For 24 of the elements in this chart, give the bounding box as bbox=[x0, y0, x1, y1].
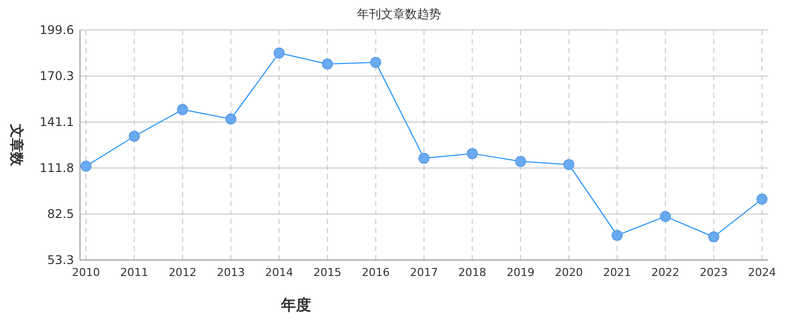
x-tick-label: 2022 bbox=[651, 266, 680, 279]
x-tick-label: 2021 bbox=[603, 266, 632, 279]
y-tick-label: 199.6 bbox=[40, 23, 74, 37]
y-tick-label: 111.8 bbox=[40, 161, 74, 176]
x-tick-label: 2013 bbox=[216, 266, 245, 279]
x-tick-label: 2011 bbox=[120, 266, 148, 279]
x-tick-label: 2020 bbox=[554, 266, 583, 279]
x-tick-label: 2010 bbox=[72, 266, 100, 279]
y-axis-title: 文章数 bbox=[8, 123, 25, 167]
y-tick-label: 170.3 bbox=[40, 69, 74, 84]
x-axis-title: 年度 bbox=[280, 296, 311, 314]
y-tick-label: 53.3 bbox=[47, 253, 74, 267]
y-tick-label: 82.5 bbox=[47, 207, 74, 222]
x-tick-label: 2014 bbox=[265, 266, 294, 279]
x-tick-label: 2018 bbox=[458, 266, 486, 279]
x-tick-label: 2023 bbox=[700, 266, 728, 279]
x-tick-label: 2019 bbox=[506, 266, 535, 279]
y-tick-label: 141.1 bbox=[40, 114, 74, 129]
x-tick-label: 2024 bbox=[748, 266, 776, 279]
x-tick-label: 2015 bbox=[313, 266, 342, 279]
x-tick-label: 2017 bbox=[410, 266, 438, 279]
x-tick-label: 2012 bbox=[168, 266, 197, 279]
x-tick-label: 2016 bbox=[362, 266, 390, 279]
chart-title: 年刊文章数趋势 bbox=[357, 7, 441, 21]
